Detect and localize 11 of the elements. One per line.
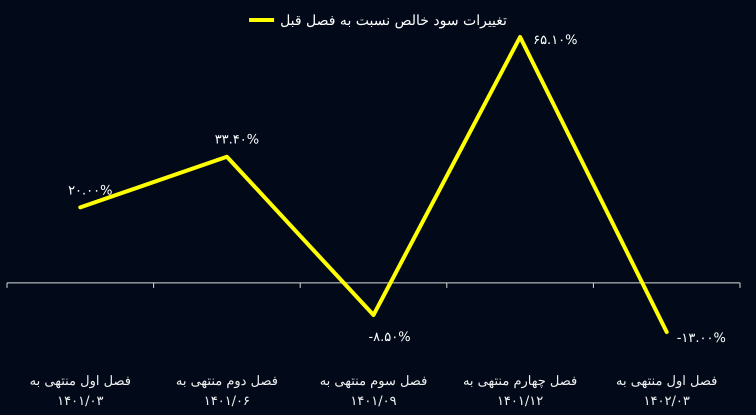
data-label: ۲۰.۰۰% <box>68 183 113 198</box>
data-label: -۱۳.۰۰% <box>676 331 726 346</box>
x-tick-label: فصل دوم منتهی به ۱۴۰۱/۰۶ <box>176 374 278 409</box>
x-tick-label: فصل اول منتهی به ۱۴۰۲/۰۳ <box>616 374 718 409</box>
data-label: ۶۵.۱۰% <box>533 33 578 48</box>
x-tick-label: فصل چهارم منتهی به ۱۴۰۱/۱۲ <box>462 374 578 409</box>
data-label: ۳۳.۴۰% <box>214 132 260 148</box>
x-tick-label: فصل سوم منتهی به ۱۴۰۱/۰۹ <box>320 374 428 409</box>
x-tick-label: فصل اول منتهی به ۱۴۰۱/۰۳ <box>30 374 131 409</box>
legend-label: تغییرات سود خالص نسبت به فصل قبل <box>280 13 508 29</box>
data-label: -۸.۵۰% <box>368 330 411 346</box>
